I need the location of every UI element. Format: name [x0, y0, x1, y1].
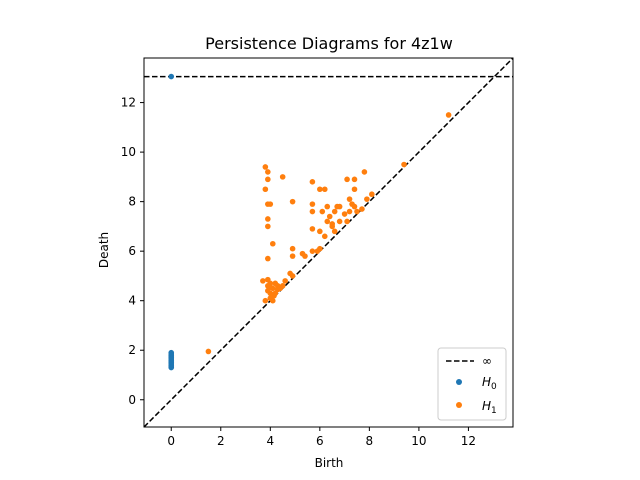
h1-point — [309, 201, 316, 207]
h1-point — [346, 196, 353, 202]
h1-point — [302, 253, 308, 259]
y-tick-label: 12 — [121, 96, 136, 110]
h1-point — [289, 198, 296, 205]
legend-frame — [437, 347, 507, 421]
h1-point — [282, 278, 288, 284]
axes-frame — [143, 57, 514, 428]
y-tick-label: 8 — [128, 195, 136, 209]
h1-point — [324, 218, 331, 225]
h1-point — [351, 176, 358, 183]
legend-infinity-label: ∞ — [482, 354, 492, 368]
h1-point — [326, 213, 333, 220]
h1-point — [265, 255, 271, 262]
y-tick-label: 2 — [128, 343, 136, 357]
h1-point — [309, 208, 316, 215]
h1-point — [319, 208, 326, 215]
h1-point — [262, 164, 269, 170]
legend-h0-label: H0 — [482, 375, 497, 392]
h1-point — [309, 248, 316, 254]
h1-point — [317, 228, 323, 235]
legend-h0-sub: 0 — [491, 382, 497, 392]
h1-point — [289, 253, 296, 259]
h1-point — [445, 112, 452, 118]
h1-point — [262, 186, 269, 193]
x-axis-label: Birth — [315, 456, 344, 470]
legend-h1-main: H — [482, 399, 491, 413]
h1-point — [279, 174, 286, 180]
h1-point — [269, 297, 276, 304]
h1-point — [265, 216, 271, 222]
h1-point — [317, 186, 323, 193]
h1-point — [324, 203, 331, 210]
h1-point — [336, 218, 343, 225]
x-tick-label: 0 — [167, 434, 175, 448]
h1-point — [354, 208, 360, 215]
legend-h0-marker — [456, 379, 462, 385]
y-tick-label: 4 — [128, 294, 136, 308]
h1-point — [309, 179, 316, 185]
h1-point — [321, 186, 328, 193]
h1-point — [260, 278, 266, 284]
h1-point — [344, 218, 350, 225]
x-tick-label: 8 — [366, 434, 374, 448]
h1-point — [267, 201, 274, 207]
h1-point — [265, 223, 271, 230]
x-tick-label: 4 — [266, 434, 274, 448]
chart-title: Persistence Diagrams for 4z1w — [205, 34, 453, 53]
legend-h1-label: H1 — [482, 399, 497, 416]
h1-point — [331, 228, 338, 235]
h1-point — [346, 208, 353, 215]
legend-h1-marker — [456, 402, 462, 408]
h1-point — [331, 208, 338, 215]
diagonal-line — [143, 57, 514, 428]
x-tick-label: 2 — [217, 434, 225, 448]
h1-point — [329, 223, 336, 230]
h0-point — [168, 349, 175, 356]
h0-point — [168, 73, 175, 80]
h1-point — [205, 348, 212, 355]
y-tick-label: 0 — [128, 393, 136, 407]
h1-point — [309, 226, 316, 232]
h1-point — [314, 248, 321, 254]
h1-point — [289, 273, 296, 279]
h1-point — [267, 284, 274, 290]
h1-point — [359, 206, 365, 212]
x-tick-label: 6 — [316, 434, 324, 448]
h1-point — [361, 169, 368, 175]
h1-point — [364, 196, 370, 202]
h1-point — [344, 176, 350, 183]
y-axis-label: Death — [97, 232, 111, 268]
h1-point — [401, 161, 407, 168]
h1-point — [269, 240, 276, 247]
h1-point — [351, 203, 358, 210]
h1-point — [271, 292, 277, 299]
legend: ∞ H0 H1 — [437, 347, 507, 421]
y-tick-label: 10 — [121, 145, 136, 159]
h1-point — [262, 297, 269, 304]
x-tick-label: 10 — [411, 434, 426, 448]
h1-point — [369, 191, 375, 198]
legend-h0-main: H — [482, 375, 491, 389]
y-tick-label: 6 — [128, 244, 136, 258]
legend-h1-sub: 1 — [491, 406, 497, 416]
h1-point — [289, 245, 296, 252]
h1-point — [321, 233, 328, 240]
h1-point — [336, 203, 343, 210]
x-tick-label: 12 — [461, 434, 476, 448]
h1-point — [265, 176, 271, 183]
h1-point — [265, 169, 271, 175]
h1-point — [274, 286, 281, 293]
h1-point — [341, 211, 348, 217]
h1-point — [351, 186, 358, 193]
